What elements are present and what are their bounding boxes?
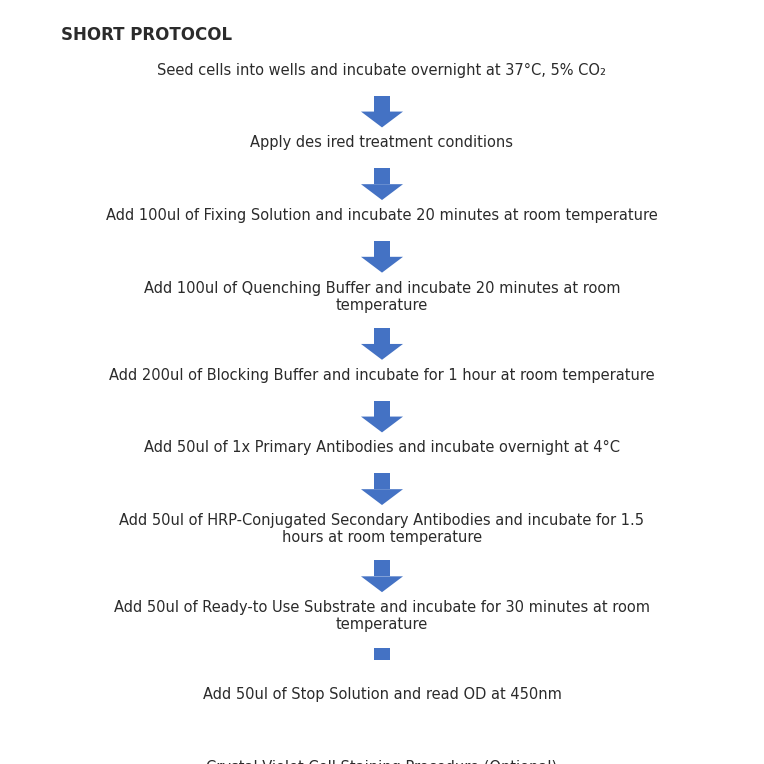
Text: Add 50ul of 1x Primary Antibodies and incubate overnight at 4°C: Add 50ul of 1x Primary Antibodies and in… — [144, 440, 620, 455]
Text: SHORT PROTOCOL: SHORT PROTOCOL — [61, 27, 232, 44]
Bar — [374, 96, 390, 112]
Polygon shape — [361, 576, 403, 592]
Text: Crystal Violet Cell Staining Procedure (Optional): Crystal Violet Cell Staining Procedure (… — [206, 760, 558, 764]
Text: Add 200ul of Blocking Buffer and incubate for 1 hour at room temperature: Add 200ul of Blocking Buffer and incubat… — [109, 367, 655, 383]
Polygon shape — [361, 736, 403, 752]
Polygon shape — [361, 416, 403, 432]
Bar — [374, 648, 390, 663]
Text: Add 100ul of Quenching Buffer and incubate 20 minutes at room
temperature: Add 100ul of Quenching Buffer and incuba… — [144, 280, 620, 313]
Bar — [374, 401, 390, 416]
Bar — [374, 328, 390, 344]
Text: Add 50ul of HRP-Conjugated Secondary Antibodies and incubate for 1.5
hours at ro: Add 50ul of HRP-Conjugated Secondary Ant… — [119, 513, 645, 545]
Text: Add 50ul of Ready-to Use Substrate and incubate for 30 minutes at room
temperatu: Add 50ul of Ready-to Use Substrate and i… — [114, 600, 650, 633]
Text: Apply des ired treatment conditions: Apply des ired treatment conditions — [251, 135, 513, 151]
Polygon shape — [361, 344, 403, 360]
Text: Seed cells into wells and incubate overnight at 37°C, 5% CO₂: Seed cells into wells and incubate overn… — [157, 63, 607, 78]
Text: Add 100ul of Fixing Solution and incubate 20 minutes at room temperature: Add 100ul of Fixing Solution and incubat… — [106, 208, 658, 223]
Bar — [374, 561, 390, 576]
Polygon shape — [361, 184, 403, 200]
Text: Add 50ul of Stop Solution and read OD at 450nm: Add 50ul of Stop Solution and read OD at… — [202, 688, 562, 702]
Polygon shape — [361, 257, 403, 273]
Polygon shape — [361, 112, 403, 128]
Polygon shape — [361, 663, 403, 679]
Bar — [374, 474, 390, 489]
Bar — [374, 720, 390, 736]
Bar — [374, 168, 390, 184]
Bar — [374, 241, 390, 257]
Polygon shape — [361, 489, 403, 505]
